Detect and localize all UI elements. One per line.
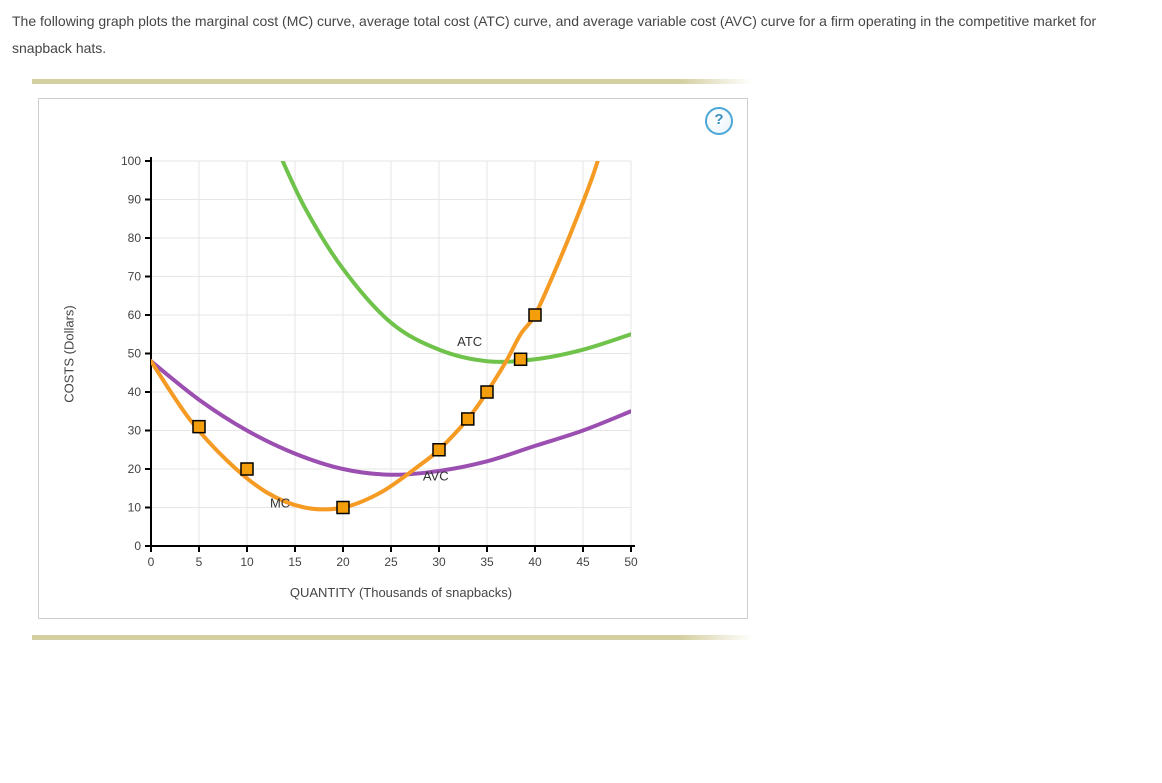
svg-text:5: 5 (196, 555, 203, 569)
divider-top (32, 79, 752, 84)
svg-text:90: 90 (128, 193, 142, 207)
data-marker[interactable] (515, 353, 527, 365)
svg-text:30: 30 (128, 424, 142, 438)
svg-text:60: 60 (128, 308, 142, 322)
y-axis-label: COSTS (Dollars) (62, 305, 77, 403)
svg-text:20: 20 (128, 462, 142, 476)
svg-text:10: 10 (240, 555, 254, 569)
svg-text:100: 100 (121, 154, 141, 168)
intro-text: The following graph plots the marginal c… (12, 8, 1150, 61)
divider-bottom (32, 635, 752, 640)
x-axis-label: QUANTITY (Thousands of snapbacks) (81, 585, 681, 600)
svg-text:30: 30 (432, 555, 446, 569)
data-marker[interactable] (433, 444, 445, 456)
chart-panel: ? COSTS (Dollars) 0 5 10 15 20 25 30 35 40 45 50 0 1… (38, 98, 748, 619)
svg-text:20: 20 (336, 555, 350, 569)
svg-text:25: 25 (384, 555, 398, 569)
svg-text:80: 80 (128, 231, 142, 245)
data-marker[interactable] (193, 421, 205, 433)
svg-text:50: 50 (624, 555, 638, 569)
chart-wrap: COSTS (Dollars) 051015202530354045500102… (81, 151, 735, 600)
atc-label: ATC (457, 334, 482, 349)
svg-text:40: 40 (528, 555, 542, 569)
avc-label: AVC (423, 469, 449, 484)
svg-text:35: 35 (480, 555, 494, 569)
svg-text:45: 45 (576, 555, 590, 569)
svg-text:40: 40 (128, 385, 142, 399)
atc-curve (276, 151, 631, 362)
data-marker[interactable] (529, 309, 541, 321)
svg-text:0: 0 (148, 555, 155, 569)
svg-text:70: 70 (128, 270, 142, 284)
data-marker[interactable] (462, 413, 474, 425)
data-marker[interactable] (337, 502, 349, 514)
help-icon[interactable]: ? (705, 107, 733, 135)
svg-text:0: 0 (134, 539, 141, 553)
svg-text:50: 50 (128, 347, 142, 361)
cost-curves-chart: 0 5 10 15 20 25 30 35 40 45 50 0 10 20 30 40 50 60 70 80 90 1… (81, 151, 641, 581)
svg-text:10: 10 (128, 501, 142, 515)
mc-label: MC (270, 496, 290, 511)
svg-text:15: 15 (288, 555, 302, 569)
data-marker[interactable] (481, 386, 493, 398)
data-marker[interactable] (241, 463, 253, 475)
